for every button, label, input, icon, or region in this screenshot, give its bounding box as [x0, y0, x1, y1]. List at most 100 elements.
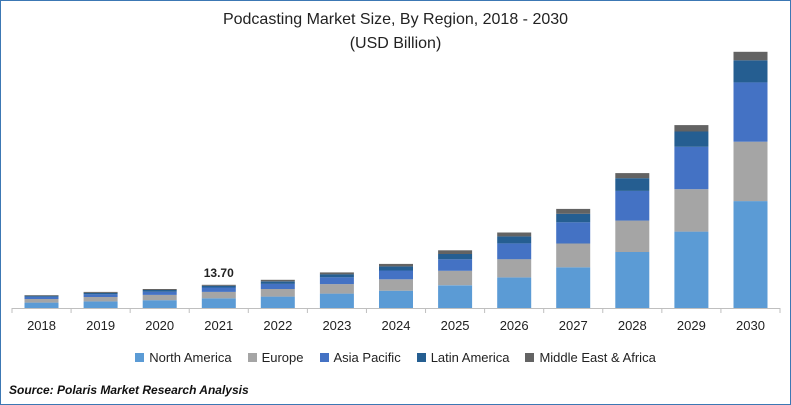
bar-2028-0 — [615, 252, 650, 308]
chart-title: Podcasting Market Size, By Region, 2018 … — [222, 11, 569, 28]
bar-2026-2 — [497, 243, 532, 260]
legend-item-0: North America — [135, 350, 232, 365]
bar-2019-3 — [83, 292, 118, 295]
bar-2028-4 — [615, 173, 650, 179]
bar-2027-4 — [556, 208, 591, 214]
bar-2029-4 — [674, 125, 709, 132]
bar-2022-1 — [260, 289, 295, 297]
x-tick-label-2024: 2024 — [382, 318, 411, 333]
legend-swatch — [247, 353, 257, 362]
bar-2019-2 — [83, 294, 118, 297]
bar-2018-1 — [24, 299, 59, 303]
bar-2023-0 — [319, 293, 354, 308]
bar-2026-1 — [497, 259, 532, 278]
bar-2029-2 — [674, 146, 709, 190]
bar-2030-1 — [733, 141, 768, 202]
x-tick-label-2019: 2019 — [86, 318, 115, 333]
bar-2024-3 — [379, 266, 413, 271]
legend-label: Europe — [261, 350, 304, 365]
x-tick-label-2018: 2018 — [27, 318, 56, 333]
legend-item-2: Asia Pacific — [319, 350, 401, 365]
x-tick-label-2023: 2023 — [322, 318, 351, 333]
bar-2024-4 — [379, 263, 413, 267]
bar-2028-2 — [615, 190, 650, 221]
bar-2024-1 — [379, 279, 413, 291]
bar-2018-3 — [24, 295, 59, 297]
bar-2023-3 — [319, 274, 354, 278]
x-tick-label-2029: 2029 — [677, 318, 706, 333]
legend-label: North America — [149, 350, 232, 365]
bar-2030-2 — [733, 82, 768, 142]
legend-item-3: Latin America — [416, 350, 510, 365]
chart-plot: 2018 2019 2020 2021 13.70 2022 2023 2024 2025 202… — [11, 51, 781, 333]
bar-2018-0 — [24, 302, 59, 308]
x-tick-label-2030: 2030 — [736, 318, 765, 333]
bar-2025-0 — [438, 285, 473, 308]
bar-2025-4 — [438, 250, 473, 254]
legend-swatch — [135, 353, 145, 362]
bar-2021-4 — [201, 284, 236, 286]
bar-2024-2 — [379, 270, 413, 280]
bar-2029-1 — [674, 189, 709, 232]
legend-swatch — [319, 353, 329, 362]
x-tick-label-2026: 2026 — [500, 318, 529, 333]
bar-2026-4 — [497, 232, 532, 237]
x-tick-label-2027: 2027 — [559, 318, 588, 333]
bar-2030-3 — [733, 60, 768, 83]
legend-label: Middle East & Africa — [539, 350, 656, 365]
bar-2022-2 — [260, 283, 295, 289]
bar-2018-2 — [24, 296, 59, 299]
bar-2026-3 — [497, 236, 532, 244]
bar-2021-1 — [201, 291, 236, 299]
bar-2020-2 — [142, 291, 177, 295]
bar-2023-1 — [319, 284, 354, 294]
bar-2028-1 — [615, 220, 650, 252]
x-tick-label-2021: 2021 — [204, 318, 233, 333]
bar-2024-0 — [379, 290, 413, 308]
data-label-2021: 13.70 — [204, 266, 234, 280]
legend-label: Latin America — [430, 350, 510, 365]
bar-2027-3 — [556, 213, 591, 223]
bar-2029-3 — [674, 131, 709, 147]
bar-2025-1 — [438, 270, 473, 286]
bar-2021-2 — [201, 287, 236, 292]
legend-label: Asia Pacific — [333, 350, 401, 365]
bar-2028-3 — [615, 178, 650, 191]
x-tick-label-2028: 2028 — [618, 318, 647, 333]
bar-2020-3 — [142, 290, 177, 292]
bar-2030-0 — [733, 201, 768, 308]
x-tick-label-2025: 2025 — [441, 318, 470, 333]
bar-2023-2 — [319, 277, 354, 285]
bar-2030-4 — [733, 51, 768, 61]
bar-2020-1 — [142, 294, 177, 301]
bar-2022-4 — [260, 279, 295, 282]
x-tick-label-2020: 2020 — [145, 318, 174, 333]
bar-2022-3 — [260, 281, 295, 284]
x-tick-label-2022: 2022 — [263, 318, 292, 333]
bar-2023-4 — [319, 272, 354, 275]
bar-2029-0 — [674, 231, 709, 308]
bar-2021-3 — [201, 285, 236, 288]
bar-2025-3 — [438, 254, 473, 260]
source-note: Source: Polaris Market Research Analysis — [9, 383, 249, 397]
bar-2020-0 — [142, 300, 177, 308]
bar-2022-0 — [260, 296, 295, 308]
legend-item-4: Middle East & Africa — [525, 350, 656, 365]
bar-2025-2 — [438, 259, 473, 271]
chart-legend: North America Europe Asia Pacific Latin Ame… — [0, 350, 791, 365]
bar-2027-2 — [556, 222, 591, 244]
bar-2020-4 — [142, 289, 177, 290]
chart-subtitle: (USD Billion) — [349, 35, 442, 52]
legend-swatch — [525, 353, 535, 362]
bar-2027-1 — [556, 243, 591, 268]
legend-item-1: Europe — [247, 350, 304, 365]
bar-2026-0 — [497, 277, 532, 308]
bar-2019-0 — [83, 301, 118, 308]
bar-2019-1 — [83, 297, 118, 302]
bar-2019-4 — [83, 291, 118, 293]
bar-2018-4 — [24, 295, 59, 296]
bar-2027-0 — [556, 267, 591, 308]
bar-2021-0 — [201, 298, 236, 308]
legend-swatch — [416, 353, 426, 362]
